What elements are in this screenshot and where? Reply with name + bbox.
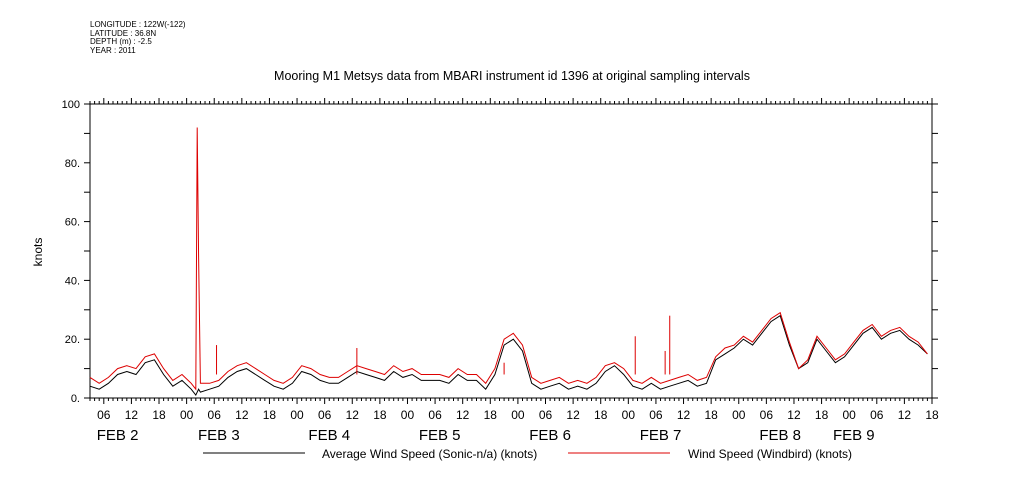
x-date-label: FEB 6 [529, 427, 571, 444]
legend-entry: Wind Speed (Windbird) (knots) [688, 447, 852, 461]
x-hour-label: 06 [428, 408, 442, 422]
x-hour-label: 12 [456, 408, 470, 422]
x-date-label: FEB 4 [308, 427, 350, 444]
x-hour-label: 18 [263, 408, 277, 422]
x-hour-label: 06 [649, 408, 663, 422]
x-hour-label: 06 [539, 408, 553, 422]
x-hour-label: 00 [511, 408, 525, 422]
x-axis-labels: 06 12 18 00 06 12 18 00 06 12 18 00 06 12 18 00 06 12 18 00… [97, 408, 939, 444]
x-date-label: FEB 2 [97, 427, 139, 444]
x-hour-label: 18 [484, 408, 498, 422]
x-hour-label: 18 [815, 408, 829, 422]
x-hour-label: 12 [125, 408, 139, 422]
metadata-block: LONGITUDE : 122W(-122) LATITUDE : 36.8N … [90, 20, 186, 55]
y-tick-label: 100 [62, 99, 80, 111]
x-hour-label: 12 [566, 408, 580, 422]
legend: Average Wind Speed (Sonic-n/a) (knots) Wi… [203, 447, 852, 461]
x-hour-label: 18 [704, 408, 718, 422]
y-tick-label: 0. [71, 393, 80, 405]
x-date-label: FEB 8 [759, 427, 801, 444]
x-hour-label: 00 [401, 408, 415, 422]
series-average-wind-speed [89, 314, 928, 397]
x-hour-label: 06 [208, 408, 222, 422]
x-hour-label: 00 [290, 408, 304, 422]
x-hour-label: 06 [97, 408, 111, 422]
year-label: YEAR : 2011 [90, 45, 136, 55]
x-hour-label: 06 [760, 408, 774, 422]
x-hour-label: 06 [870, 408, 884, 422]
y-tick-label: 20. [65, 334, 80, 346]
x-hour-label: 12 [677, 408, 691, 422]
x-hour-label: 12 [898, 408, 912, 422]
chart-title: Mooring M1 Metsys data from MBARI instru… [274, 69, 750, 83]
latitude-label: LATITUDE : 36.8N [90, 28, 157, 38]
series-layer [89, 127, 928, 397]
x-hour-label: 00 [180, 408, 194, 422]
x-hour-label: 12 [346, 408, 360, 422]
x-hour-label: 00 [622, 408, 636, 422]
y-axis-label: knots [31, 238, 45, 267]
x-hour-label: 12 [787, 408, 801, 422]
y-tick-label: 40. [65, 275, 80, 287]
y-tick-label: 60. [65, 217, 80, 229]
depth-label: DEPTH (m) : -2.5 [90, 37, 152, 46]
x-hour-label: 18 [152, 408, 166, 422]
legend-entry: Average Wind Speed (Sonic-n/a) (knots) [322, 447, 537, 461]
axis-ticks: 0. 20. 40. 60. 80. 100 [62, 98, 938, 405]
x-date-label: FEB 9 [833, 427, 875, 444]
x-hour-label: 00 [732, 408, 746, 422]
longitude-label: LONGITUDE : 122W(-122) [90, 20, 186, 29]
x-date-label: FEB 5 [419, 427, 461, 444]
y-tick-label: 80. [65, 158, 80, 170]
x-hour-label: 18 [594, 408, 608, 422]
x-hour-label: 18 [373, 408, 387, 422]
series-wind-speed-windbird [89, 127, 928, 391]
x-date-label: FEB 7 [640, 427, 682, 444]
x-hour-label: 06 [318, 408, 332, 422]
x-date-label: FEB 3 [198, 427, 240, 444]
x-hour-label: 18 [925, 408, 939, 422]
x-hour-label: 00 [843, 408, 857, 422]
x-hour-label: 12 [235, 408, 249, 422]
